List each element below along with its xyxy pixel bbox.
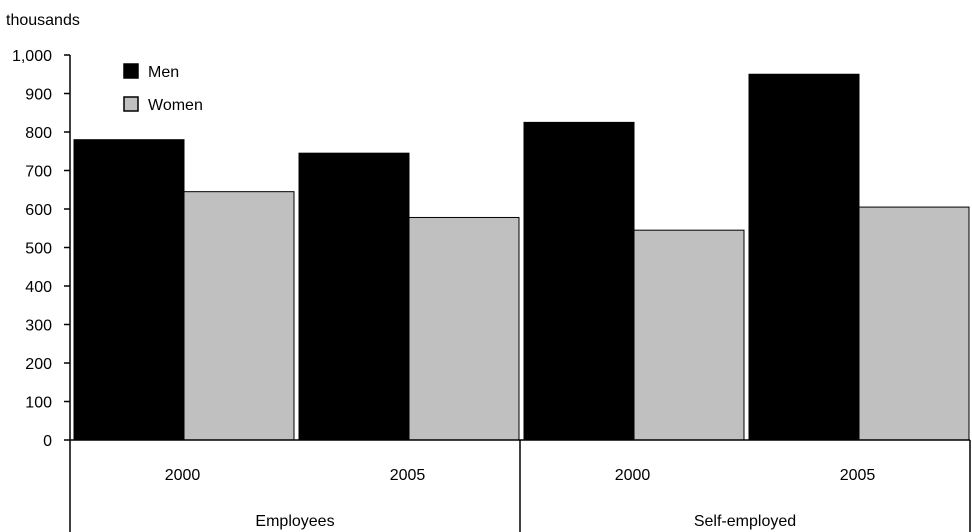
bar-women-1-2005 [408, 216, 520, 441]
y-tick-label: 900 [25, 87, 52, 104]
x-axis: 2000 2005 2000 2005 Employees Self-employed [69, 439, 971, 532]
x-tick-label: 2000 [165, 467, 201, 484]
legend-swatch [123, 63, 139, 79]
y-tick-label: 100 [25, 395, 52, 412]
y-tick-label: 400 [25, 279, 52, 296]
y-tick-label: 200 [25, 356, 52, 373]
y-tick-label: 800 [25, 125, 52, 142]
y-tick-label: 500 [25, 241, 52, 258]
y-tick-label: 1,000 [12, 48, 52, 65]
y-tick-label: 700 [25, 164, 52, 181]
legend-swatch [123, 96, 139, 112]
x-group-label: Employees [255, 513, 334, 530]
bar-women-2-2000 [633, 229, 745, 441]
bars [73, 73, 970, 441]
bar-men-2-2005 [748, 73, 860, 441]
x-tick-label: 2005 [840, 467, 876, 484]
bar-men-1-2000 [73, 139, 185, 441]
legend-label: Men [148, 64, 179, 81]
y-axis-label: thousands [6, 12, 80, 29]
y-tick-label: 0 [43, 433, 52, 450]
bar-men-2-2000 [523, 121, 635, 441]
bar-women-1-2000 [183, 191, 295, 441]
bar-women-2-2005 [858, 206, 970, 441]
y-tick-label: 300 [25, 318, 52, 335]
bar-men-1-2005 [298, 152, 410, 441]
y-axis: 0 100 200 300 400 500 600 700 800 900 1,000 [12, 48, 71, 450]
legend: Men Women [123, 63, 203, 114]
y-tick-label: 600 [25, 202, 52, 219]
legend-label: Women [148, 97, 203, 114]
x-group-label: Self-employed [694, 513, 796, 530]
x-tick-label: 2000 [615, 467, 651, 484]
x-tick-label: 2005 [390, 467, 426, 484]
